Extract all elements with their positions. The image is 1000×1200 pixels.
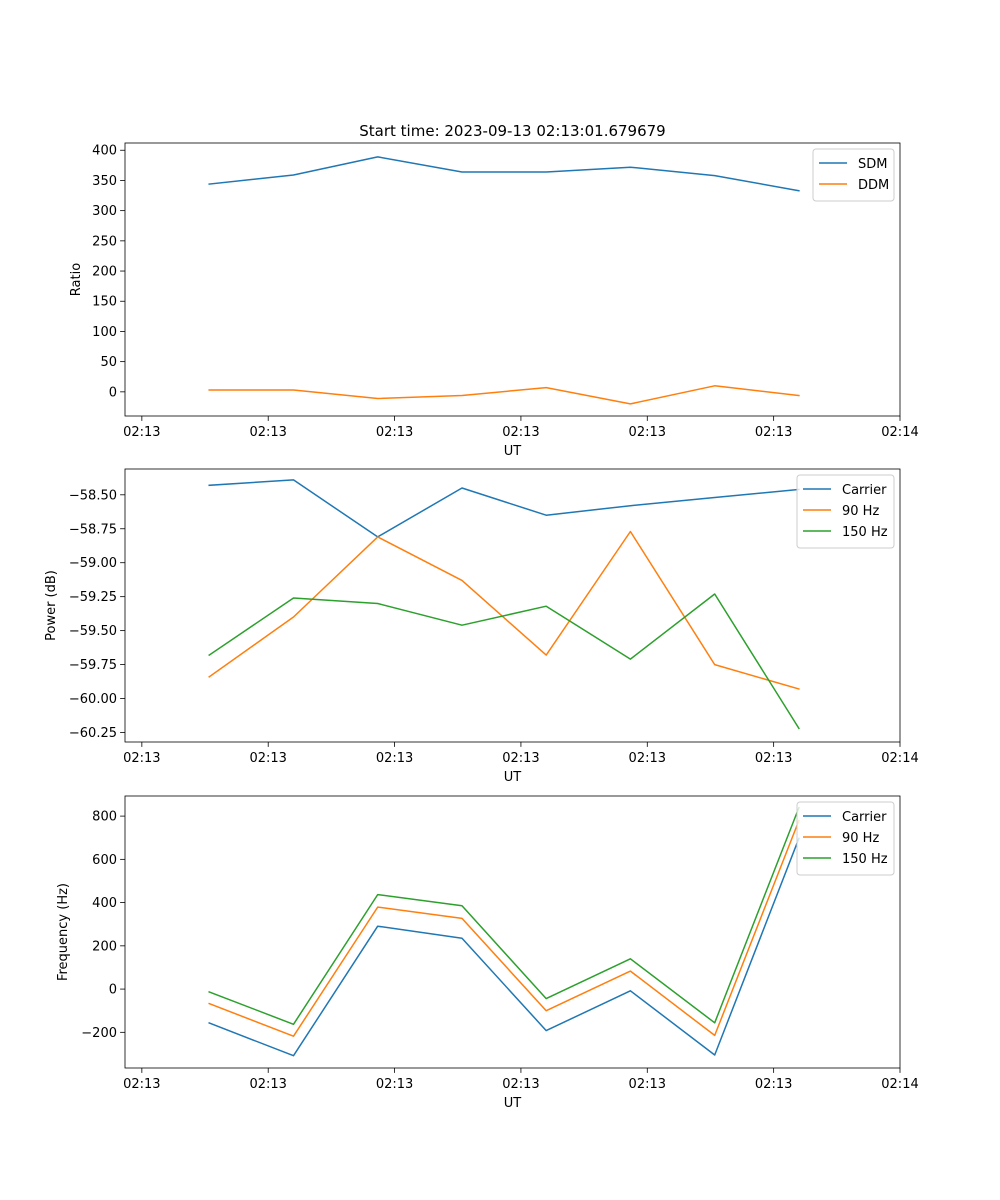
series-line-90-hz xyxy=(208,819,800,1037)
x-tick-label: 02:13 xyxy=(629,425,666,440)
x-tick-label: 02:13 xyxy=(376,1077,413,1092)
x-tick-label: 02:13 xyxy=(502,425,539,440)
x-axis-label: UT xyxy=(504,1096,522,1111)
y-tick-label: 200 xyxy=(92,265,117,280)
series-line-ddm xyxy=(208,385,800,405)
x-tick-label: 02:13 xyxy=(123,751,160,766)
y-tick-label: −60.00 xyxy=(69,692,117,707)
y-tick-label: 350 xyxy=(92,174,117,189)
y-tick-label: 0 xyxy=(109,385,117,400)
series-line-90-hz xyxy=(208,530,800,690)
x-tick-label: 02:14 xyxy=(881,1077,918,1092)
y-tick-label: 150 xyxy=(92,295,117,310)
x-tick-label: 02:13 xyxy=(249,1077,286,1092)
y-tick-label: 50 xyxy=(100,355,117,370)
x-tick-label: 02:13 xyxy=(629,751,666,766)
y-axis-label: Ratio xyxy=(69,263,84,296)
subplot-1: 02:13 02:13 02:13 02:13 02:13 02:13 02:14 0 50 10… xyxy=(69,142,919,459)
y-tick-label: −59.25 xyxy=(69,590,117,605)
x-tick-label: 02:13 xyxy=(502,751,539,766)
axes-frame xyxy=(124,795,901,1069)
legend-frame xyxy=(796,801,895,876)
x-tick-label: 02:14 xyxy=(881,425,918,440)
series-line-carrier xyxy=(208,479,800,538)
legend: Carrier 90 Hz 150 Hz xyxy=(796,801,895,876)
y-tick-label: 250 xyxy=(92,234,117,249)
x-tick-label: 02:13 xyxy=(123,1077,160,1092)
x-tick-label: 02:13 xyxy=(755,751,792,766)
x-tick-label: 02:13 xyxy=(249,425,286,440)
y-tick-label: 400 xyxy=(92,896,117,911)
series-line-150-hz xyxy=(208,593,800,730)
y-axis-label: Frequency (Hz) xyxy=(56,883,71,981)
y-tick-label: 800 xyxy=(92,810,117,825)
y-tick-label: 0 xyxy=(109,983,117,998)
y-tick-label: 200 xyxy=(92,939,117,954)
legend-label: 90 Hz xyxy=(842,504,879,519)
x-axis-label: UT xyxy=(504,770,522,785)
legend-frame xyxy=(796,474,895,549)
axes-frame xyxy=(124,468,901,743)
series-line-sdm xyxy=(208,156,800,192)
y-tick-label: 600 xyxy=(92,853,117,868)
x-tick-label: 02:13 xyxy=(629,1077,666,1092)
y-tick-label: −58.50 xyxy=(69,488,117,503)
x-tick-label: 02:14 xyxy=(881,751,918,766)
x-tick-label: 02:13 xyxy=(376,425,413,440)
legend-frame xyxy=(812,148,895,202)
y-tick-label: 100 xyxy=(92,325,117,340)
y-axis-label: Power (dB) xyxy=(44,570,59,641)
legend-label: Carrier xyxy=(842,483,887,498)
y-tick-label: −58.75 xyxy=(69,522,117,537)
y-tick-label: 400 xyxy=(92,144,117,159)
figure-title: Start time: 2023-09-13 02:13:01.679679 xyxy=(359,122,665,140)
x-tick-label: 02:13 xyxy=(376,751,413,766)
y-tick-label: −200 xyxy=(81,1026,117,1041)
legend: SDM DDM xyxy=(812,148,895,202)
y-tick-label: −59.50 xyxy=(69,624,117,639)
y-tick-label: 300 xyxy=(92,204,117,219)
y-tick-label: −59.00 xyxy=(69,556,117,571)
legend: Carrier 90 Hz 150 Hz xyxy=(796,474,895,549)
legend-label: 90 Hz xyxy=(842,831,879,846)
x-tick-label: 02:13 xyxy=(755,1077,792,1092)
y-tick-label: −60.25 xyxy=(69,726,117,741)
y-tick-label: −59.75 xyxy=(69,658,117,673)
axes-frame xyxy=(124,142,901,417)
subplot-2: 02:13 02:13 02:13 02:13 02:13 02:13 02:14 −60.2… xyxy=(44,468,919,785)
subplot-3: 02:13 02:13 02:13 02:13 02:13 02:13 02:14 −200 0… xyxy=(56,795,919,1111)
legend-label: DDM xyxy=(858,178,889,193)
legend-label: Carrier xyxy=(842,810,887,825)
series-line-150-hz xyxy=(208,806,800,1026)
legend-label: 150 Hz xyxy=(842,852,888,867)
x-axis-label: UT xyxy=(504,444,522,459)
legend-label: 150 Hz xyxy=(842,525,888,540)
x-tick-label: 02:13 xyxy=(123,425,160,440)
x-tick-label: 02:13 xyxy=(502,1077,539,1092)
x-tick-label: 02:13 xyxy=(249,751,286,766)
x-tick-label: 02:13 xyxy=(755,425,792,440)
series-line-carrier xyxy=(208,837,800,1057)
legend-label: SDM xyxy=(858,157,887,172)
